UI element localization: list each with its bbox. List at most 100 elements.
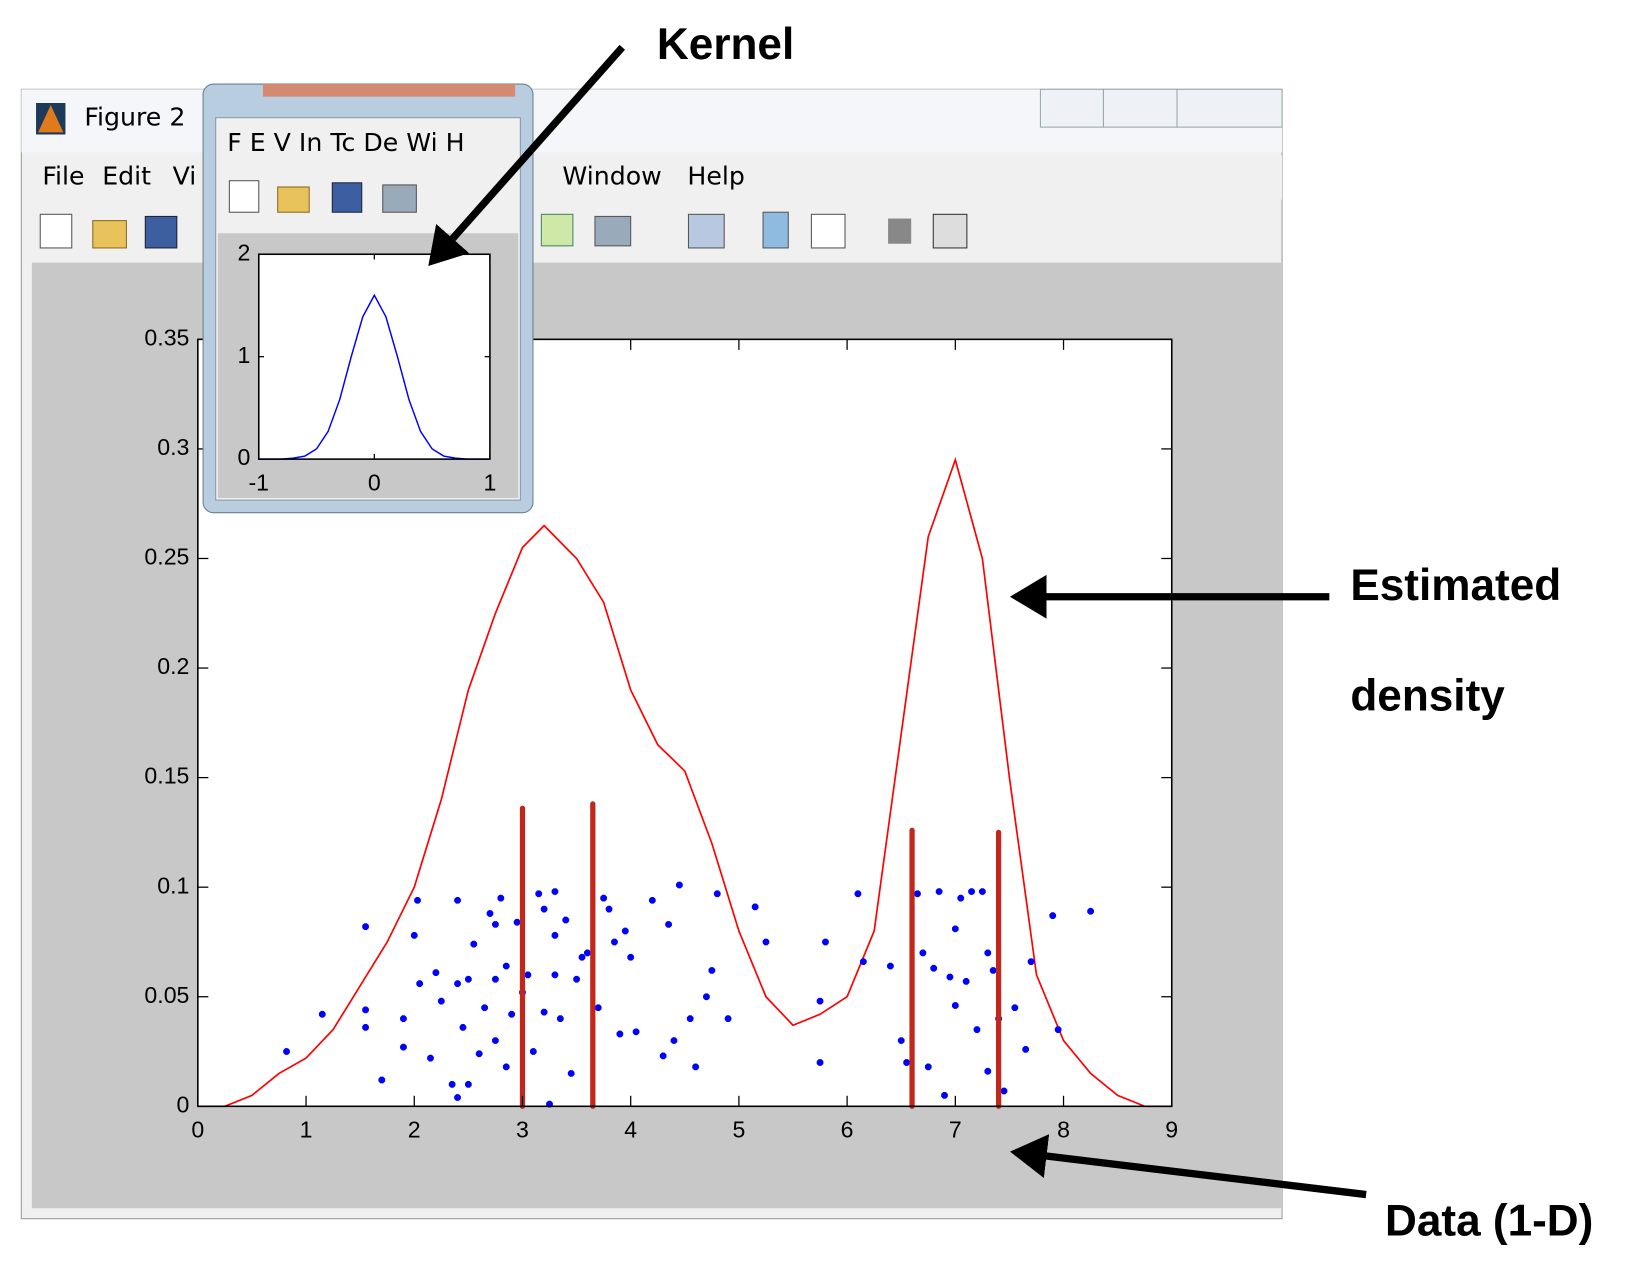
x-tick-label: 6: [841, 1117, 854, 1143]
hide-tools-icon[interactable]: [888, 218, 912, 244]
data-point: [1000, 1087, 1008, 1095]
data-point: [551, 971, 559, 979]
data-point: [648, 896, 656, 904]
data-point: [562, 916, 570, 924]
data-point: [919, 949, 927, 957]
data-point: [822, 938, 829, 946]
density-line: [197, 457, 1172, 1108]
y-tick-label: 0.35: [144, 324, 189, 350]
data-point: [465, 975, 472, 983]
legend-icon[interactable]: [810, 213, 846, 249]
data-point: [573, 975, 580, 983]
y-tick-label: 0.05: [144, 982, 189, 1008]
show-tools-icon[interactable]: [932, 213, 968, 249]
data-point: [524, 971, 532, 979]
data-point: [416, 980, 424, 987]
x-tick-label: 3: [516, 1117, 529, 1143]
brush-icon[interactable]: [382, 184, 417, 213]
data-point: [903, 1059, 910, 1066]
data-point: [492, 1037, 499, 1044]
data-point: [935, 888, 943, 895]
data-point: [665, 921, 672, 928]
data-point: [540, 905, 548, 913]
save-icon[interactable]: [144, 215, 178, 249]
new-icon[interactable]: [39, 213, 73, 249]
data-point: [567, 1070, 575, 1077]
data-point: [502, 1063, 510, 1071]
maximize-button[interactable]: [1102, 88, 1178, 128]
data-point: [465, 1081, 472, 1088]
data-point: [362, 1006, 369, 1014]
data-point: [703, 993, 710, 1001]
data-point: [941, 1091, 948, 1099]
data-point: [454, 896, 461, 904]
menu-bar[interactable]: F E V In Tc De Wi H: [227, 128, 464, 157]
menu-item[interactable]: Window: [562, 162, 661, 191]
annotation: Estimated: [1350, 561, 1561, 610]
data-point: [1054, 1026, 1062, 1033]
data-point: [454, 1094, 461, 1101]
data-point: [632, 1028, 640, 1036]
brush-icon[interactable]: [594, 215, 632, 247]
data-point: [584, 949, 591, 957]
colorbar-icon[interactable]: [762, 211, 789, 249]
data-point: [600, 894, 607, 902]
y-tick-label: 2: [238, 239, 251, 265]
menu-item[interactable]: Edit: [102, 162, 151, 191]
window-title: Figure 2: [84, 103, 185, 132]
data-point: [962, 978, 970, 985]
toolbar: [39, 211, 968, 249]
data-point: [400, 1015, 407, 1023]
close-button[interactable]: [1176, 88, 1283, 128]
minimize-button[interactable]: [1039, 88, 1104, 128]
data-point: [551, 888, 559, 895]
data-point: [924, 1063, 932, 1071]
data-point: [546, 1100, 553, 1108]
menu-item[interactable]: File: [42, 162, 84, 191]
data-cursor-icon[interactable]: [540, 213, 574, 247]
menu-item[interactable]: Vi: [173, 162, 197, 191]
new-icon[interactable]: [228, 180, 260, 213]
annotation: Data (1-D): [1385, 1197, 1593, 1246]
open-icon[interactable]: [277, 186, 310, 213]
data-point: [551, 932, 559, 939]
data-point: [378, 1076, 386, 1084]
data-point: [1049, 912, 1057, 920]
y-tick-label: 1: [238, 342, 251, 368]
data-point: [751, 903, 759, 911]
app-icon-mark: [38, 105, 64, 133]
data-point: [454, 980, 461, 987]
y-tick-label: 0.2: [157, 653, 189, 679]
open-icon[interactable]: [92, 220, 127, 249]
data-point: [692, 1063, 699, 1071]
axes-background: [258, 254, 490, 460]
data-point: [968, 888, 975, 895]
data-point: [492, 921, 499, 928]
menu-item[interactable]: Help: [687, 162, 744, 191]
data-point: [594, 1004, 602, 1012]
data-point: [556, 1015, 564, 1023]
link-icon[interactable]: [687, 213, 725, 249]
x-tick-label: 0: [368, 469, 381, 495]
data-point: [448, 1081, 456, 1088]
data-point: [502, 962, 510, 970]
x-tick-label: -1: [248, 469, 269, 495]
data-point: [816, 997, 824, 1005]
data-point: [486, 910, 494, 917]
data-point: [859, 958, 867, 966]
save-icon[interactable]: [331, 182, 363, 213]
y-tick-label: 0: [238, 444, 251, 470]
data-point: [481, 1004, 488, 1012]
y-tick-label: 0: [177, 1091, 190, 1117]
y-tick-label: 0.3: [157, 434, 189, 460]
data-point: [979, 888, 986, 895]
arrow: [428, 44, 626, 267]
data-point: [676, 881, 683, 889]
data-point: [492, 975, 499, 983]
annotation: density: [1350, 671, 1505, 720]
data-point: [578, 953, 586, 961]
data-point: [887, 962, 894, 970]
data-point: [414, 896, 421, 904]
x-tick-label: 5: [732, 1117, 745, 1143]
